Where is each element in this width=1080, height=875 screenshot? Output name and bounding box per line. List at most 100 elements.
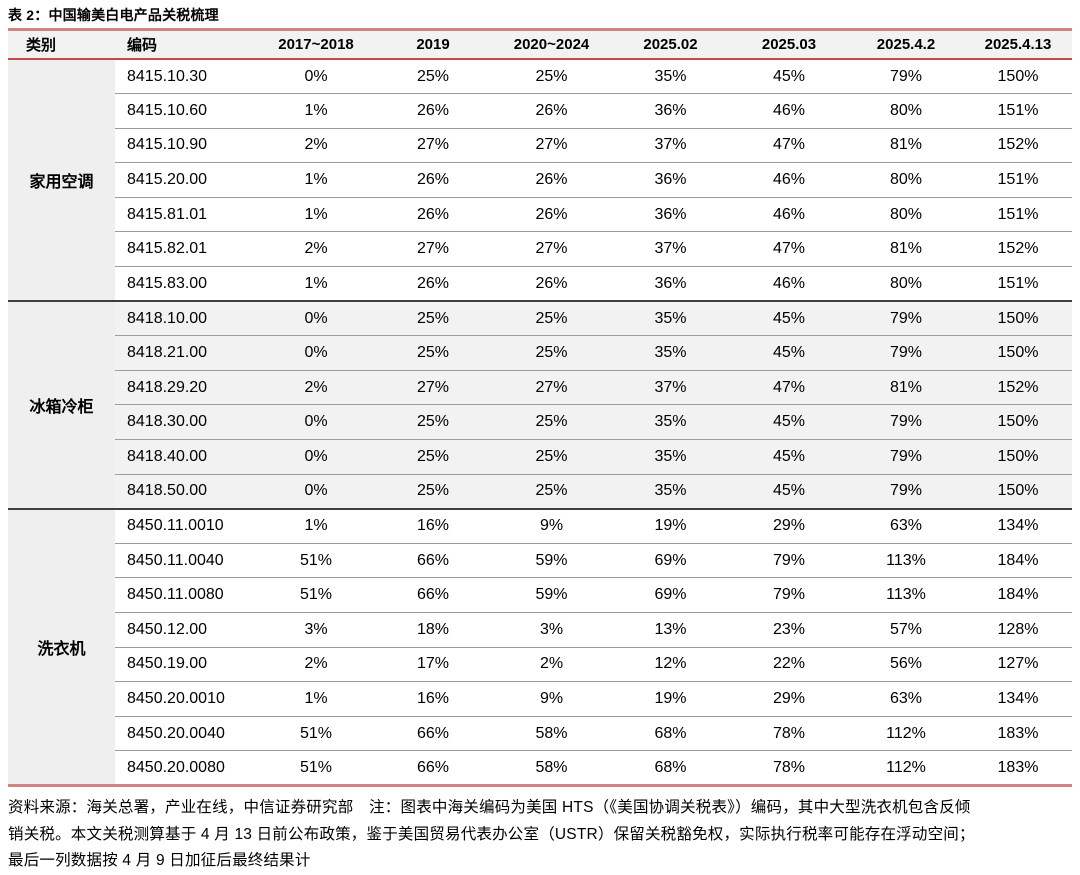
tariff-value-cell: 12% [611,647,730,683]
tariff-value-cell: 183% [964,750,1072,786]
column-header-4: 2019 [374,29,492,60]
tariff-value-cell: 150% [964,404,1072,441]
tariff-value-cell: 2% [492,647,611,683]
tariff-value-cell: 0% [258,335,374,371]
tariff-value-cell: 112% [848,716,964,752]
tariff-value-cell: 151% [964,162,1072,198]
hts-code-cell: 8418.10.00 [115,301,258,337]
table-row: 8418.30.00 0% 25% 25% 35% 45% 79% 150% [8,404,1072,441]
hts-code-cell: 8418.21.00 [115,335,258,371]
tariff-value-cell: 2% [258,370,374,406]
tariff-value-cell: 25% [374,59,492,95]
hts-code-cell: 8418.40.00 [115,439,258,475]
tariff-value-cell: 35% [611,335,730,371]
hts-code-cell: 8415.82.01 [115,231,258,268]
tariff-value-cell: 113% [848,577,964,613]
tariff-value-cell: 25% [492,301,611,337]
hts-code-cell: 8415.10.90 [115,128,258,164]
tariff-value-cell: 68% [611,750,730,786]
tariff-value-cell: 57% [848,612,964,648]
header-row: 类别 编码 2017~2018 2019 2020~2024 2025.02 2025.03… [8,29,1072,60]
table-row: 8418.21.00 0% 25% 25% 35% 45% 79% 150% [8,335,1072,371]
tariff-value-cell: 36% [611,162,730,198]
tariff-value-cell: 35% [611,301,730,337]
tariff-value-cell: 35% [611,439,730,475]
tariff-value-cell: 2% [258,128,374,164]
hts-code-cell: 8450.11.0010 [115,508,258,544]
tariff-value-cell: 113% [848,543,964,579]
tariff-value-cell: 29% [730,681,848,717]
tariff-value-cell: 51% [258,750,374,786]
tariff-value-cell: 2% [258,647,374,683]
tariff-value-cell: 81% [848,128,964,164]
tariff-value-cell: 26% [374,93,492,129]
tariff-value-cell: 37% [611,128,730,164]
tariff-value-cell: 45% [730,335,848,371]
tariff-value-cell: 18% [374,612,492,648]
hts-code-cell: 8450.19.00 [115,647,258,683]
tariff-value-cell: 59% [492,577,611,613]
table-row: 8450.11.0040 51% 66% 59% 69% 79% 113% 184% [8,543,1072,579]
tariff-value-cell: 134% [964,681,1072,717]
tariff-value-cell: 2% [258,231,374,268]
tariff-value-cell: 69% [611,543,730,579]
hts-code-cell: 8450.12.00 [115,612,258,648]
tariff-value-cell: 46% [730,197,848,233]
tariff-value-cell: 35% [611,404,730,441]
table-row: 8415.82.01 2% 27% 27% 37% 47% 81% 152% [8,231,1072,268]
hts-code-cell: 8450.20.0040 [115,716,258,752]
hts-code-cell: 8415.10.60 [115,93,258,129]
table-row: 8415.10.60 1% 26% 26% 36% 46% 80% 151% [8,93,1072,129]
tariff-value-cell: 150% [964,335,1072,371]
tariff-value-cell: 27% [374,231,492,268]
table-row: 8450.20.0080 51% 66% 58% 68% 78% 112% 183% [8,750,1072,786]
tariff-value-cell: 47% [730,370,848,406]
tariff-value-cell: 79% [730,543,848,579]
table-row: 8415.81.01 1% 26% 26% 36% 46% 80% 151% [8,197,1072,233]
tariff-value-cell: 79% [848,474,964,510]
tariff-value-cell: 25% [492,335,611,371]
tariff-value-cell: 80% [848,266,964,303]
tariff-value-cell: 9% [492,508,611,544]
tariff-value-cell: 0% [258,301,374,337]
tariff-value-cell: 150% [964,301,1072,337]
tariff-value-cell: 27% [492,370,611,406]
hts-code-cell: 8450.11.0080 [115,577,258,613]
tariff-value-cell: 46% [730,162,848,198]
tariff-value-cell: 68% [611,716,730,752]
tariff-value-cell: 150% [964,59,1072,95]
table-row: 洗衣机 8450.11.0010 1% 16% 9% 19% 29% 63% 134% [8,508,1072,786]
tariff-table-grid: 类别 编码 2017~2018 2019 2020~2024 2025.02 2025.03… [8,28,1072,787]
tariff-value-cell: 29% [730,508,848,544]
tariff-value-cell: 0% [258,439,374,475]
hts-code-cell: 8415.10.30 [115,59,258,95]
table-row: 8415.83.00 1% 26% 26% 36% 46% 80% 151% [8,266,1072,303]
tariff-value-cell: 51% [258,577,374,613]
tariff-value-cell: 150% [964,474,1072,510]
tariff-value-cell: 25% [492,474,611,510]
tariff-value-cell: 79% [730,577,848,613]
hts-code-cell: 8418.50.00 [115,474,258,510]
tariff-value-cell: 1% [258,162,374,198]
hts-code-cell: 8415.83.00 [115,266,258,303]
tariff-value-cell: 27% [492,231,611,268]
tariff-value-cell: 66% [374,750,492,786]
hts-code-cell: 8418.29.20 [115,370,258,406]
table-row: 8450.11.0080 51% 66% 59% 69% 79% 113% 184% [8,577,1072,613]
tariff-value-cell: 184% [964,543,1072,579]
tariff-value-cell: 58% [492,716,611,752]
column-header-3: 2017~2018 [258,29,374,60]
tariff-value-cell: 25% [374,404,492,441]
tariff-value-cell: 36% [611,93,730,129]
tariff-value-cell: 47% [730,128,848,164]
tariff-value-cell: 66% [374,716,492,752]
tariff-value-cell: 51% [258,716,374,752]
tariff-value-cell: 184% [964,577,1072,613]
hts-code-cell: 8450.11.0040 [115,543,258,579]
tariff-value-cell: 19% [611,508,730,544]
tariff-value-cell: 0% [258,474,374,510]
column-header-1: 类别 [8,29,115,60]
tariff-value-cell: 127% [964,647,1072,683]
tariff-value-cell: 26% [374,162,492,198]
tariff-value-cell: 69% [611,577,730,613]
